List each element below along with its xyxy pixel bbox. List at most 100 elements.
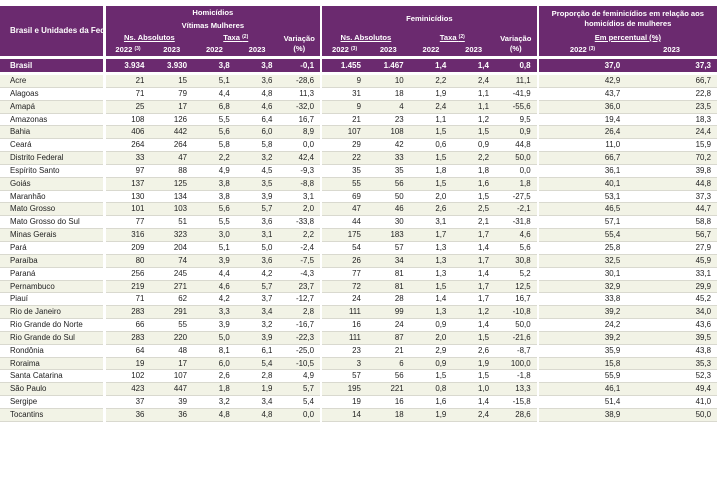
cell-ht22: 4,9 bbox=[193, 164, 236, 178]
table-row: Paraná 256 245 4,4 4,2 -4,3 77 81 1,3 1,4 5,2 30,1 3… bbox=[0, 267, 717, 281]
cell-f23: 56 bbox=[366, 177, 410, 191]
cell-ft23: 1,7 bbox=[452, 280, 495, 294]
cell-hv: -4,3 bbox=[278, 267, 321, 281]
state-name: Bahia bbox=[0, 125, 104, 140]
cell-ft23: 1,4 bbox=[452, 241, 495, 255]
cell-f22: 26 bbox=[322, 254, 367, 268]
cell-ft22: 0,9 bbox=[409, 318, 453, 332]
corner-header: Brasil e Unidades da Federação bbox=[0, 6, 104, 56]
cell-hv: -9,3 bbox=[278, 164, 321, 178]
cell-hv: -12,7 bbox=[278, 292, 321, 307]
cell-p23: 24,4 bbox=[626, 125, 717, 140]
cell-f22: 23 bbox=[322, 344, 367, 358]
cell-h23: 220 bbox=[150, 331, 194, 345]
cell-p22: 43,7 bbox=[538, 87, 627, 101]
cell-h23: 271 bbox=[150, 280, 194, 294]
cell-f23: 221 bbox=[366, 382, 410, 397]
cell-fv: 100,0 bbox=[494, 357, 537, 371]
p-year-2022-header: 2022 (3) bbox=[538, 44, 627, 56]
table-row: Rondônia 64 48 8,1 6,1 -25,0 23 21 2,9 2,6 -8,7 35,… bbox=[0, 344, 717, 358]
cell-f23: 50 bbox=[366, 190, 410, 204]
cell-f23: 57 bbox=[366, 241, 410, 255]
cell-h22: 97 bbox=[105, 164, 151, 178]
cell-fv: 0,9 bbox=[494, 125, 537, 140]
brasil-fv: 0,8 bbox=[494, 59, 537, 72]
cell-ft23: 1,7 bbox=[452, 254, 495, 268]
cell-f23: 18 bbox=[366, 87, 410, 101]
cell-ht22: 3,0 bbox=[193, 228, 236, 242]
cell-h22: 71 bbox=[105, 292, 151, 307]
cell-p23: 44,7 bbox=[626, 202, 717, 217]
cell-fv: 50,0 bbox=[494, 318, 537, 332]
table-header: Brasil e Unidades da Federação Homicídio… bbox=[0, 6, 717, 56]
table-row: Roraima 19 17 6,0 5,4 -10,5 3 6 0,9 1,9 100,0 15,8 3… bbox=[0, 357, 717, 371]
cell-f22: 44 bbox=[322, 215, 367, 230]
cell-ft23: 2,6 bbox=[452, 344, 495, 358]
cell-ft22: 2,4 bbox=[409, 100, 453, 114]
state-name: Rio de Janeiro bbox=[0, 305, 104, 320]
cell-ht23: 3,4 bbox=[235, 395, 279, 409]
cell-hv: 4,9 bbox=[278, 369, 321, 384]
cell-ft23: 1,5 bbox=[452, 125, 495, 140]
cell-ft22: 1,5 bbox=[409, 151, 453, 165]
cell-p22: 24,2 bbox=[538, 318, 627, 332]
cell-fv: -27,5 bbox=[494, 190, 537, 204]
cell-ht23: 5,0 bbox=[235, 241, 279, 255]
cell-f22: 69 bbox=[322, 190, 367, 204]
cell-ht23: 1,9 bbox=[235, 382, 279, 397]
cell-hv: -7,5 bbox=[278, 254, 321, 268]
cell-ht22: 5,1 bbox=[193, 75, 236, 88]
cell-ft23: 0,9 bbox=[452, 138, 495, 153]
cell-p23: 34,0 bbox=[626, 305, 717, 320]
cell-ht22: 5,5 bbox=[193, 113, 236, 127]
cell-h22: 33 bbox=[105, 151, 151, 165]
cell-h23: 323 bbox=[150, 228, 194, 242]
cell-ht22: 4,4 bbox=[193, 267, 236, 281]
cell-ft23: 2,5 bbox=[452, 202, 495, 217]
cell-f23: 24 bbox=[366, 318, 410, 332]
state-name: Mato Grosso do Sul bbox=[0, 215, 104, 230]
cell-hv: -22,3 bbox=[278, 331, 321, 345]
h-variacao-header: Variação (%) bbox=[278, 32, 321, 56]
cell-ht22: 1,8 bbox=[193, 382, 236, 397]
cell-p23: 15,9 bbox=[626, 138, 717, 153]
cell-f23: 87 bbox=[366, 331, 410, 345]
cell-p23: 44,8 bbox=[626, 177, 717, 191]
brasil-name: Brasil bbox=[0, 59, 104, 72]
cell-h23: 103 bbox=[150, 202, 194, 217]
cell-p22: 36,0 bbox=[538, 100, 627, 114]
cell-ht23: 4,5 bbox=[235, 164, 279, 178]
cell-p22: 19,4 bbox=[538, 113, 627, 127]
table-row: Pernambuco 219 271 4,6 5,7 23,7 72 81 1,5 1,7 12,5… bbox=[0, 280, 717, 294]
table-row: Bahia 406 442 5,6 6,0 8,9 107 108 1,5 1,5 0,9 26,4 2… bbox=[0, 125, 717, 140]
cell-f22: 16 bbox=[322, 318, 367, 332]
cell-fv: 13,3 bbox=[494, 382, 537, 397]
cell-ft23: 1,5 bbox=[452, 190, 495, 204]
cell-f23: 42 bbox=[366, 138, 410, 153]
cell-p22: 32,5 bbox=[538, 254, 627, 268]
cell-f23: 34 bbox=[366, 254, 410, 268]
cell-ht22: 3,9 bbox=[193, 254, 236, 268]
cell-h22: 406 bbox=[105, 125, 151, 140]
brasil-h22: 3.934 bbox=[105, 59, 151, 72]
cell-ht23: 3,2 bbox=[235, 151, 279, 165]
h-ns-absolutos-header: Ns. Absolutos bbox=[105, 32, 194, 44]
cell-ht22: 2,2 bbox=[193, 151, 236, 165]
state-name: Acre bbox=[0, 75, 104, 88]
cell-hv: 2,2 bbox=[278, 228, 321, 242]
cell-h23: 62 bbox=[150, 292, 194, 307]
cell-fv: 5,2 bbox=[494, 267, 537, 281]
cell-ht22: 5,6 bbox=[193, 202, 236, 217]
cell-fv: 9,5 bbox=[494, 113, 537, 127]
f-taxa-2022-header: 2022 bbox=[409, 44, 453, 56]
cell-f22: 111 bbox=[322, 331, 367, 345]
cell-p22: 15,8 bbox=[538, 357, 627, 371]
cell-fv: 16,7 bbox=[494, 292, 537, 307]
state-name: São Paulo bbox=[0, 382, 104, 397]
cell-ht23: 3,1 bbox=[235, 228, 279, 242]
table-row: Santa Catarina 102 107 2,6 2,8 4,9 57 56 1,5 1,5-… bbox=[0, 369, 717, 384]
cell-h22: 71 bbox=[105, 87, 151, 101]
cell-f22: 22 bbox=[322, 151, 367, 165]
cell-hv: -8,8 bbox=[278, 177, 321, 191]
cell-f23: 16 bbox=[366, 395, 410, 409]
